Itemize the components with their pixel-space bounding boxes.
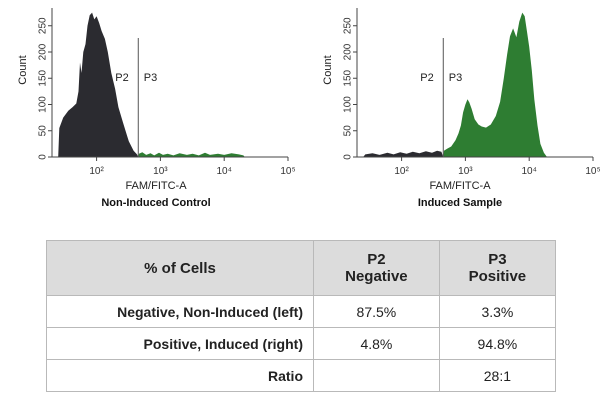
- header-p2-gate: P2: [367, 251, 386, 268]
- header-p3-label: Positive: [468, 268, 527, 285]
- y-tick-label: 0: [343, 154, 354, 160]
- x-tick-label: 10³: [153, 166, 168, 177]
- x-axis-title: FAM/FITC-A: [125, 180, 187, 192]
- y-tick-label: 250: [38, 17, 49, 34]
- x-tick-label: 10⁴: [521, 166, 536, 177]
- histogram-series-negative-area: [58, 12, 139, 157]
- x-tick-label: 10⁵: [585, 166, 600, 177]
- header-p3-gate: P3: [488, 251, 507, 268]
- y-tick-label: 0: [38, 154, 49, 160]
- cell-p2: 4.8%: [313, 327, 440, 360]
- histogram-series-positive-area: [138, 152, 245, 157]
- header-p2-label: Negative: [345, 268, 408, 285]
- header-label: % of Cells: [144, 259, 216, 277]
- row-label: Ratio: [46, 359, 314, 392]
- y-tick-label: 200: [343, 43, 354, 60]
- y-tick-label: 150: [38, 69, 49, 86]
- histogram-induced: 0 50 100 150 200 250 10² 10³ 10⁴ 10⁵ P2 P3 Count FAM/…: [305, 0, 603, 220]
- gate-label-p3: P3: [449, 72, 462, 84]
- y-tick-label: 100: [38, 96, 49, 113]
- cell-p2: 87.5%: [313, 295, 440, 328]
- x-axis-title: FAM/FITC-A: [429, 180, 491, 192]
- table-header-row: % of Cells P2 Negative P3 Positive: [46, 240, 557, 296]
- table-row: Negative, Non-Induced (left) 87.5% 3.3%: [46, 295, 557, 328]
- gate-label-p2: P2: [115, 72, 128, 84]
- histogram-induced-svg: 0 50 100 150 200 250 10² 10³ 10⁴ 10⁵ P2 P3 Count FAM/…: [322, 8, 601, 209]
- x-tick-label: 10⁵: [280, 166, 295, 177]
- gate-label-p3: P3: [144, 72, 157, 84]
- row-label: Positive, Induced (right): [46, 327, 314, 360]
- y-tick-label: 100: [343, 96, 354, 113]
- y-tick-label: 150: [343, 69, 354, 86]
- cell-p2: [313, 359, 440, 392]
- x-tick-label: 10⁴: [216, 166, 231, 177]
- histogram-non-induced: 0 50 100 150 200 250 10² 10³ 10⁴ 10⁵ P2 P3 Count FAM/…: [0, 0, 300, 220]
- y-axis-title: Count: [17, 55, 29, 84]
- x-tick-label: 10²: [89, 166, 104, 177]
- histogram-non-induced-svg: 0 50 100 150 200 250 10² 10³ 10⁴ 10⁵ P2 P3 Count FAM/…: [17, 8, 296, 209]
- x-tick-label: 10²: [394, 166, 409, 177]
- y-tick-label: 50: [343, 125, 354, 137]
- histogram-series-positive-area: [443, 12, 547, 157]
- cell-p3: 3.3%: [438, 295, 557, 328]
- y-tick-label: 200: [38, 43, 49, 60]
- chart-caption: Non-Induced Control: [101, 197, 210, 209]
- chart-caption: Induced Sample: [418, 197, 502, 209]
- y-tick-label: 50: [38, 125, 49, 137]
- x-tick-label: 10³: [458, 166, 473, 177]
- summary-table: % of Cells P2 Negative P3 Positive Negat…: [46, 240, 557, 392]
- gate-label-p2: P2: [420, 72, 433, 84]
- table-row: Positive, Induced (right) 4.8% 94.8%: [46, 327, 557, 360]
- cell-p3: 94.8%: [438, 327, 557, 360]
- y-axis-title: Count: [322, 55, 334, 84]
- header-p2: P2 Negative: [313, 240, 440, 296]
- header-percent-of-cells: % of Cells: [46, 240, 314, 296]
- histogram-series-negative-area: [363, 150, 444, 157]
- header-p3: P3 Positive: [438, 240, 557, 296]
- table-row: Ratio 28:1: [46, 359, 557, 392]
- cell-p3: 28:1: [438, 359, 557, 392]
- row-label: Negative, Non-Induced (left): [46, 295, 314, 328]
- y-tick-label: 250: [343, 17, 354, 34]
